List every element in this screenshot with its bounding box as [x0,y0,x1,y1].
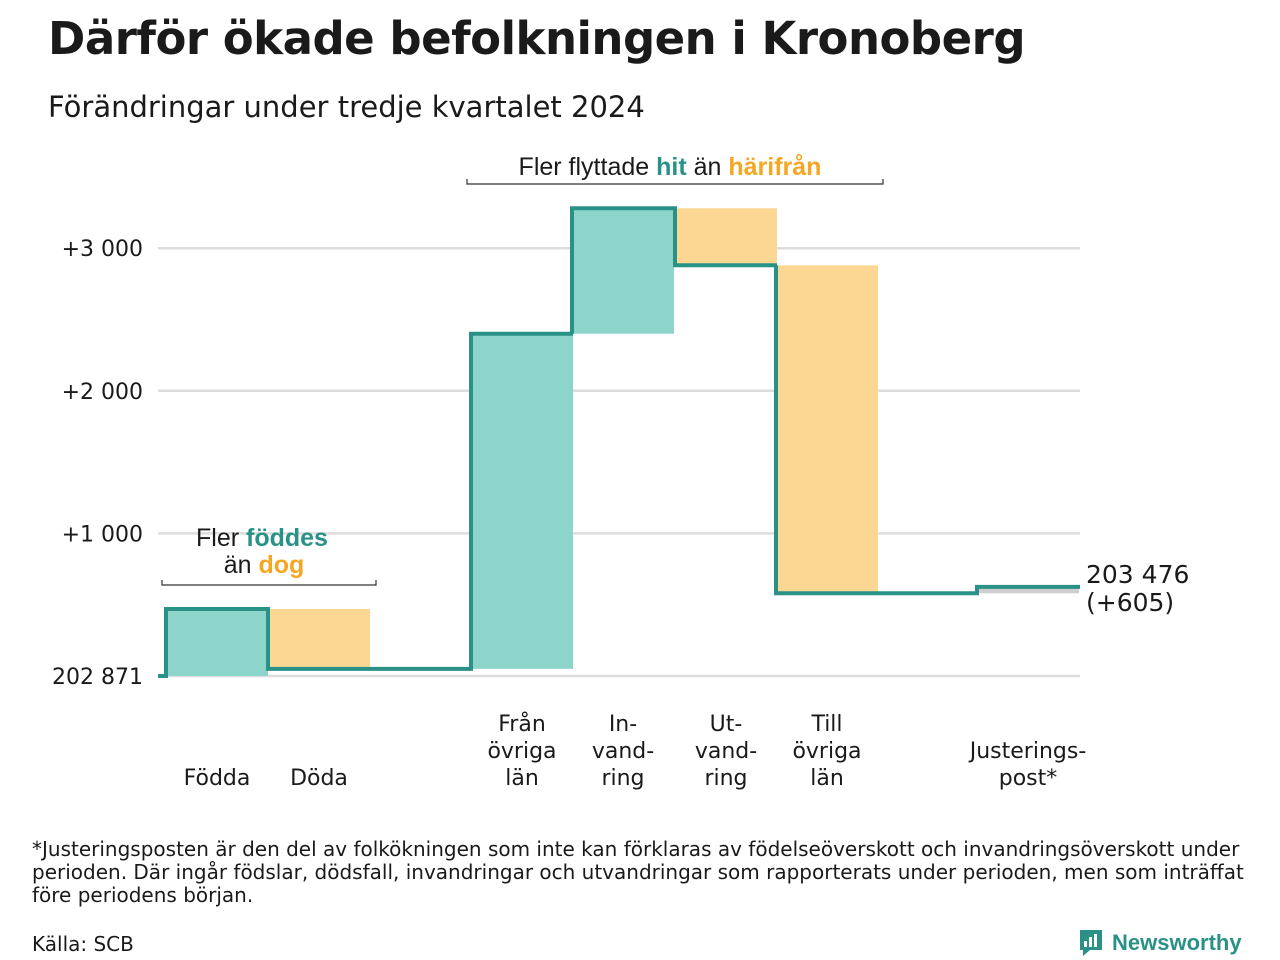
newsworthy-logo-icon [1080,930,1102,956]
x-category-label: län [810,766,844,791]
annotation-migration: Fler flyttade hit än härifrån [519,153,822,181]
chart-title: Därför ökade befolkningen i Kronoberg [48,12,1026,65]
x-category-label: Till [810,712,842,737]
x-category-label: post* [999,766,1058,791]
bar [166,608,268,676]
brand-logo: Newsworthy [1078,928,1242,958]
annotation-bracket-migration [466,179,884,185]
x-category-label: In- [609,712,637,737]
x-category-label: Från [498,711,546,737]
bar [675,208,777,266]
x-category-label: ring [704,766,747,791]
x-category-label: Justerings- [968,739,1087,764]
x-category-label: ring [601,766,644,791]
end-change-label: (+605) [1086,588,1174,617]
footnote: *Justeringsposten är den del av folkökni… [32,837,1244,907]
source-label: Källa: SCB [32,932,134,956]
x-category-label: vand- [695,739,757,764]
x-category-label: övriga [792,739,861,764]
annotation-births-line2: än dog [224,551,305,579]
x-category-label: vand- [592,739,654,764]
bar [572,208,674,334]
y-tick-label-baseline: 202 871 [52,665,143,690]
bar [776,265,878,594]
y-tick-label: +2 000 [62,380,143,405]
end-value-label: 203 476 [1086,560,1189,589]
annotation-bracket-births [161,580,377,586]
annotation-births-line1: Fler föddes [196,524,328,552]
bar [977,586,1079,594]
x-category-label: Döda [290,766,348,791]
x-category-label: Födda [184,766,251,791]
x-category-label: Ut- [710,712,743,737]
x-category-label: län [505,766,539,791]
y-tick-label: +3 000 [62,237,143,262]
x-category-label: övriga [487,739,556,764]
bar [471,333,573,669]
chart-subtitle: Förändringar under tredje kvartalet 2024 [48,90,645,124]
y-tick-label: +1 000 [62,522,143,547]
bar [268,608,370,669]
cumulative-step-line [158,206,1080,678]
brand-name: Newsworthy [1112,930,1242,955]
